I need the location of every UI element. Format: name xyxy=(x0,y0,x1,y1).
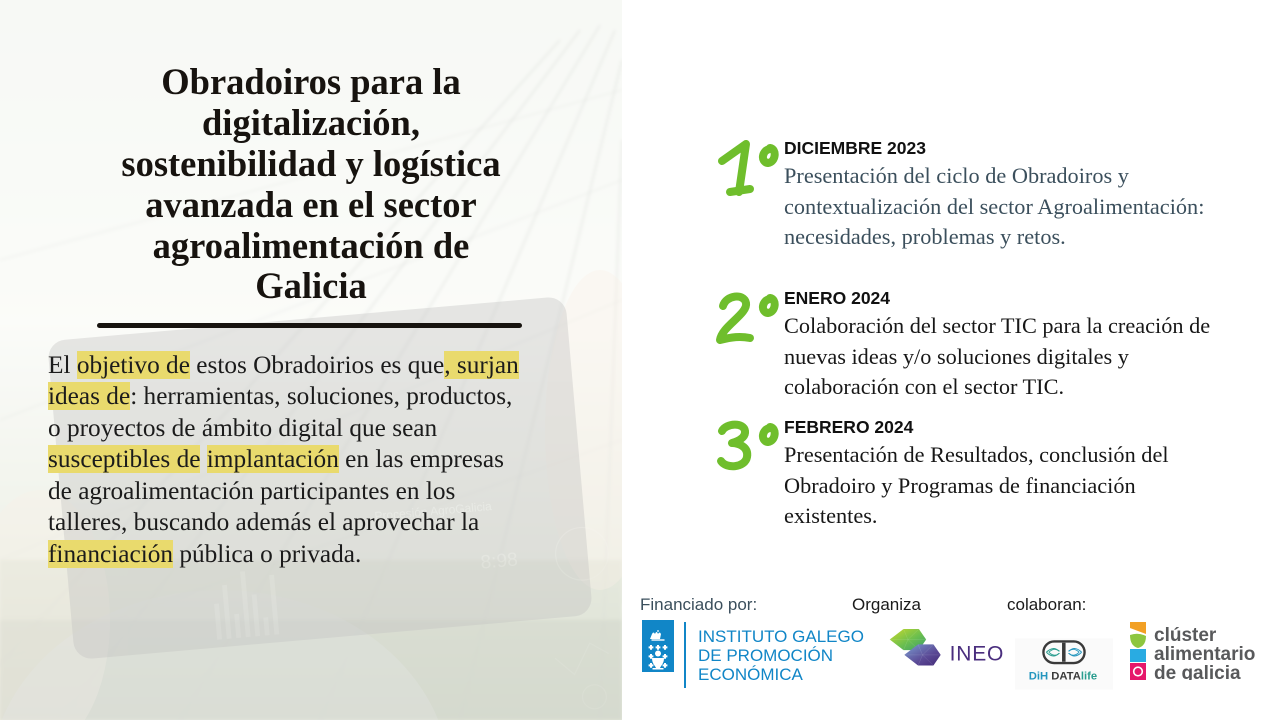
svg-text:INEO: INEO xyxy=(950,643,1005,666)
svg-text:DE PROMOCIÓN: DE PROMOCIÓN xyxy=(698,646,833,665)
svg-text:DiH: DiH xyxy=(1029,671,1048,683)
svg-text:DATAlife: DATAlife xyxy=(1051,671,1097,683)
svg-text:INSTITUTO GALEGO: INSTITUTO GALEGO xyxy=(698,627,864,646)
svg-text:ECONÓMICA: ECONÓMICA xyxy=(698,665,804,684)
svg-text:clúster: clúster xyxy=(1154,625,1217,646)
svg-text:de galicia: de galicia xyxy=(1154,663,1241,680)
svg-text:alimentario: alimentario xyxy=(1154,644,1255,665)
